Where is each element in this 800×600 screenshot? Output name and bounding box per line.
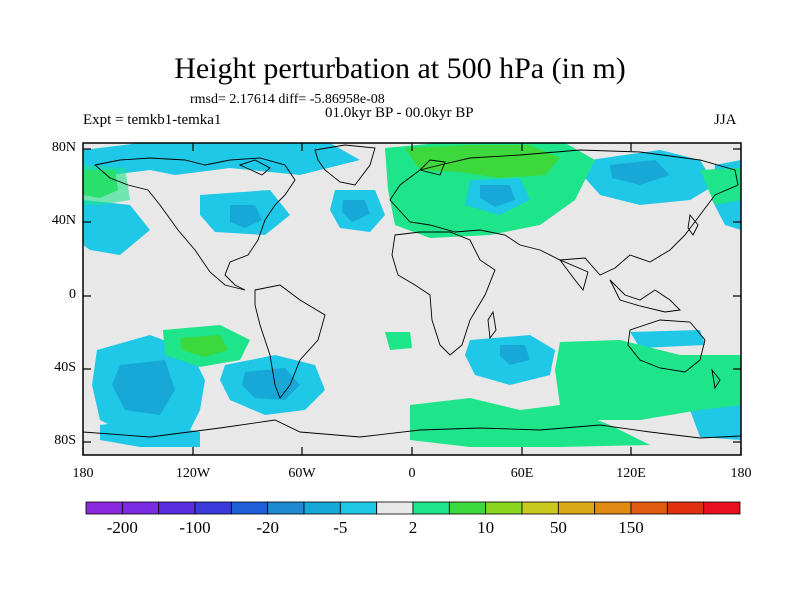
colorbar-swatch	[630, 501, 668, 515]
lon-label-180e: 180	[730, 466, 752, 481]
colorbar-swatch	[376, 501, 414, 515]
lon-label-120e: 120E	[616, 466, 646, 481]
colorbar-swatch	[412, 501, 450, 515]
colorbar-swatch	[485, 501, 523, 515]
lat-tick-marks	[83, 148, 741, 443]
experiment-label: Expt = temkb1-temka1	[83, 112, 222, 128]
colorbar-label: 150	[618, 518, 644, 537]
colorbar-label: -5	[333, 518, 348, 537]
lat-label-80s: 80S	[54, 433, 76, 448]
lat-label-40s: 40S	[54, 360, 76, 375]
colorbar-swatch	[448, 501, 487, 515]
colorbar-swatch	[666, 501, 705, 515]
colorbar	[85, 501, 741, 515]
lon-label-60e: 60E	[510, 466, 534, 481]
lon-tick-marks	[82, 143, 742, 455]
period-text: 01.0kyr BP - 00.0kyr BP	[325, 105, 474, 121]
coastlines	[83, 144, 741, 439]
colorbar-swatch	[85, 501, 123, 515]
lat-label-80n: 80N	[51, 140, 76, 155]
colorbar-swatch	[339, 501, 378, 515]
lon-label-0: 0	[408, 466, 416, 481]
colorbar-swatch	[557, 501, 596, 515]
colorbar-swatch	[303, 501, 341, 515]
colorbar-swatch	[158, 501, 196, 515]
contour-fields	[83, 143, 741, 447]
plot-title: Height perturbation at 500 hPa (in m)	[174, 52, 626, 85]
colorbar-label: -100	[179, 518, 211, 537]
colorbar-label: 2	[408, 518, 418, 537]
colorbar-swatch	[521, 501, 559, 515]
colorbar-swatch	[230, 501, 269, 515]
colorbar-label: 50	[549, 518, 567, 537]
lon-label-60w: 60W	[288, 466, 316, 481]
lon-label-120w: 120W	[175, 466, 211, 481]
lon-label-180w: 180	[72, 466, 94, 481]
stats-text: rmsd= 2.17614 diff= -5.86958e-08	[190, 92, 385, 107]
colorbar-label: -200	[106, 518, 138, 537]
lat-label-40n: 40N	[51, 213, 76, 228]
colorbar-swatch	[121, 501, 160, 515]
colorbar-label: -20	[256, 518, 279, 537]
colorbar-swatch	[267, 501, 305, 515]
colorbar-swatch	[703, 501, 741, 515]
season-label: JJA	[714, 112, 737, 128]
colorbar-swatch	[194, 501, 232, 515]
colorbar-swatch	[594, 501, 632, 515]
colorbar-label: 10	[477, 518, 495, 537]
lat-label-equator: 0	[69, 287, 76, 302]
